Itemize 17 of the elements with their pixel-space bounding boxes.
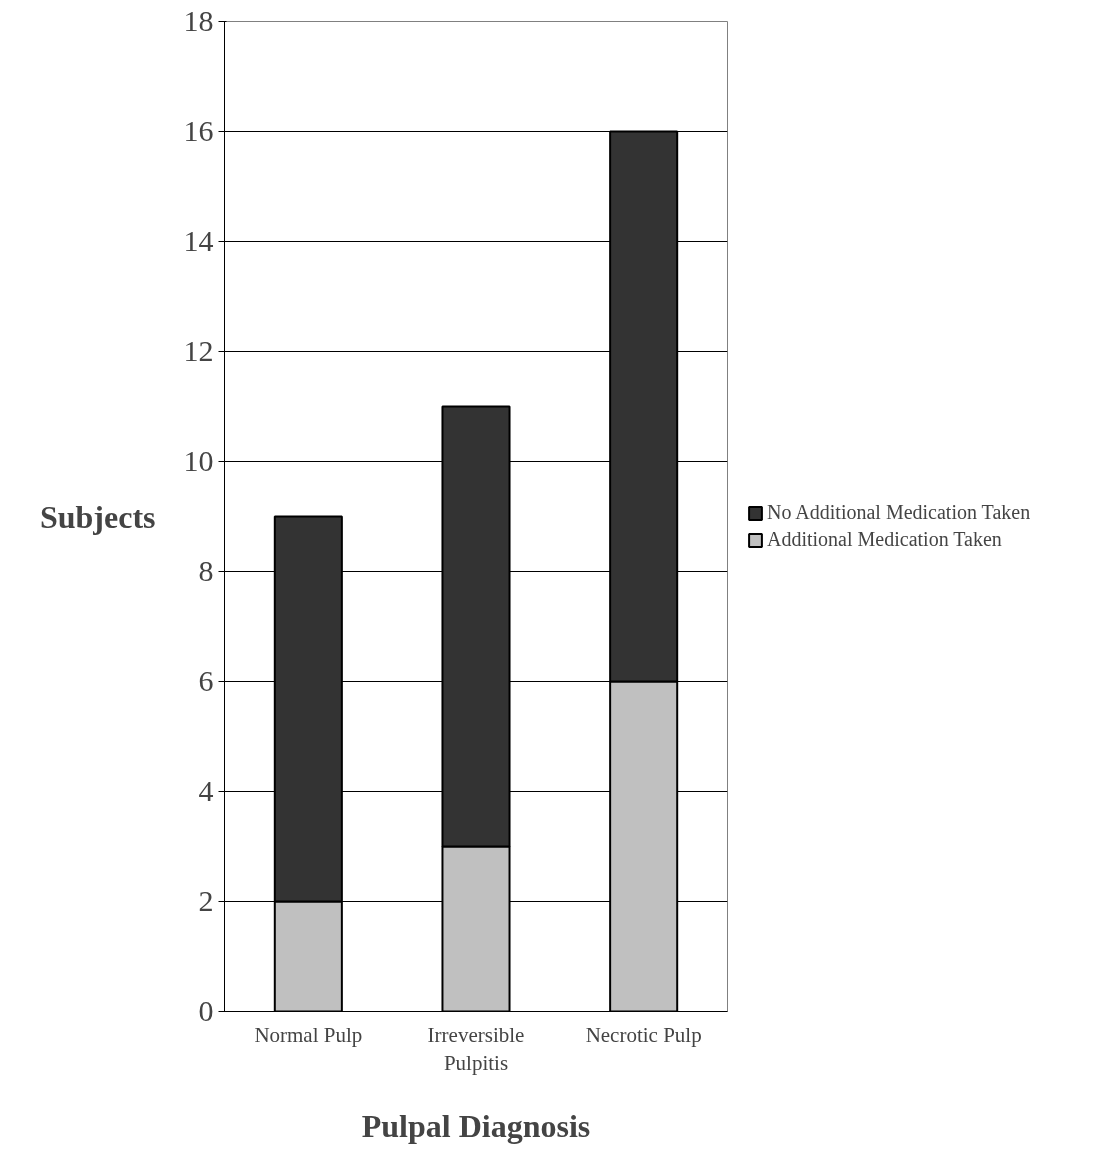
x-tick-label: Irreversible Pulpitis [427,1022,525,1076]
x-tick-label: Necrotic Pulp [585,1022,702,1047]
y-tick-label: 16 [183,114,214,147]
y-tick-label: 2 [198,884,214,917]
x-tick-label: Normal Pulp [254,1022,363,1047]
x-axis-title: Pulpal Diagnosis [361,1108,591,1145]
y-tick-label: 6 [198,664,214,697]
y-tick-label: 0 [198,994,214,1027]
y-axis-title: Subjects [39,498,156,535]
y-tick-label: 8 [198,554,214,587]
y-tick-label: 14 [183,224,214,257]
legend-label: No Additional Medication Taken [767,501,1031,524]
y-tick-label: 4 [198,774,214,807]
legend-label: Additional Medication Taken [767,528,1002,551]
y-tick-label: 10 [183,444,214,477]
y-tick-label: 18 [183,4,214,37]
y-tick-label: 12 [183,334,214,367]
